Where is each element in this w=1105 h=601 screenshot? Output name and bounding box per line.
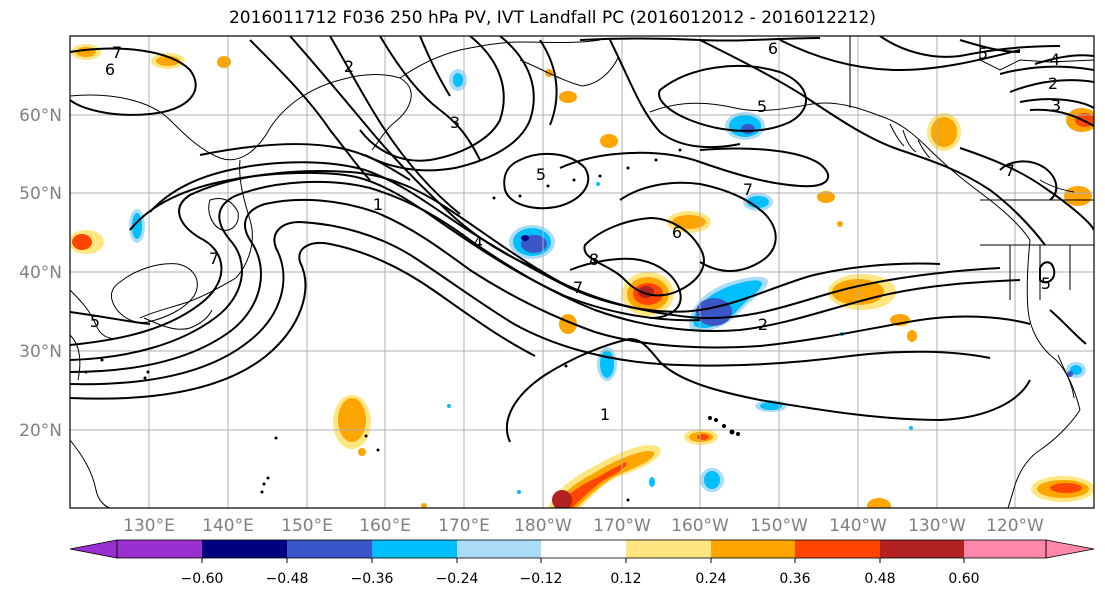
colorbar-tick-label: −0.24 — [436, 571, 479, 587]
contour-label: 6 — [768, 39, 778, 58]
contour-label: 7 — [112, 43, 122, 62]
lon-label: 180°W — [514, 516, 572, 536]
colorbar-segment — [202, 540, 287, 558]
colorbar-tick-label: 0.48 — [864, 571, 895, 587]
contour-label: 5 — [90, 312, 100, 331]
colorbar-segment — [880, 540, 964, 558]
colorbar-segment — [795, 540, 880, 558]
contour-label: 2 — [1048, 74, 1058, 93]
lon-label: 150°W — [750, 516, 808, 536]
latitude-labels: 60°N 50°N 40°N 30°N 20°N — [19, 106, 62, 441]
colorbar-tick-label: 0.24 — [695, 571, 726, 587]
contour-label: 5 — [1041, 274, 1051, 293]
contour-label: 7 — [573, 278, 583, 297]
colorbar-extend-max — [1045, 539, 1095, 559]
contour-label: 7 — [209, 249, 219, 268]
contour-label: 3 — [1051, 96, 1061, 115]
colorbar-extend-min — [69, 539, 118, 559]
colorbar-tick-label: 0.12 — [610, 571, 641, 587]
colorbar-tick-label: −0.12 — [520, 571, 563, 587]
colorbar-segment — [372, 540, 457, 558]
colorbar-segment — [117, 540, 202, 558]
colorbar: −0.60 −0.48 −0.36 −0.24 −0.12 0.12 0.24 … — [69, 539, 1095, 587]
contour-labels: 7 6 2 3 1 5 7 4 5 7 6 8 7 2 1 6 5 2 3 5 — [90, 39, 1061, 424]
contour-label: 8 — [589, 250, 599, 269]
map-panel: 7 6 2 3 1 5 7 4 5 7 6 8 7 2 1 6 5 2 3 5 — [69, 35, 1095, 509]
pv-contours — [70, 36, 1094, 443]
map-title: 2016011712 F036 250 hPa PV, IVT Landfall… — [228, 8, 876, 28]
contour-label: 4 — [473, 233, 483, 252]
contour-label: 6 — [672, 223, 682, 242]
contour-label: 7 — [743, 180, 753, 199]
pv-shading — [70, 44, 1094, 508]
lon-label: 160°W — [671, 516, 729, 536]
colorbar-segment — [457, 540, 541, 558]
lon-label: 130°W — [908, 516, 966, 536]
contour-label: 5 — [536, 165, 546, 184]
lon-label: 130°E — [123, 516, 175, 536]
colorbar-segment — [541, 540, 626, 558]
lat-label: 40°N — [19, 263, 62, 283]
lon-label: 120°W — [986, 516, 1044, 536]
lat-label: 20°N — [19, 421, 62, 441]
contour-label: 4 — [1050, 50, 1060, 69]
contour-label: 2 — [758, 315, 768, 334]
islands — [84, 148, 740, 502]
colorbar-tick-label: 0.60 — [948, 571, 979, 587]
colorbar-tick-label: −0.36 — [351, 571, 394, 587]
lon-label: 140°E — [202, 516, 254, 536]
colorbar-segment — [964, 540, 1046, 558]
contour-label: 1 — [373, 195, 383, 214]
colorbar-tick-label: −0.48 — [266, 571, 309, 587]
lat-label: 60°N — [19, 106, 62, 126]
lat-label: 50°N — [19, 184, 62, 204]
contour-label: 6 — [105, 60, 115, 79]
contour-label: 1 — [600, 405, 610, 424]
longitude-labels: 130°E 140°E 150°E 160°E 170°E 180°W 170°… — [123, 516, 1044, 536]
colorbar-segment — [711, 540, 795, 558]
lat-label: 30°N — [19, 342, 62, 362]
lon-label: 170°W — [593, 516, 651, 536]
contour-label: 5 — [978, 44, 988, 63]
colorbar-segment — [626, 540, 711, 558]
contour-label: 7 — [1005, 161, 1015, 180]
colorbar-tick-label: −0.60 — [181, 571, 224, 587]
contour-label: 3 — [450, 113, 460, 132]
lon-label: 160°E — [359, 516, 411, 536]
lon-label: 170°E — [438, 516, 490, 536]
colorbar-tick-label: 0.36 — [779, 571, 810, 587]
lon-label: 150°E — [281, 516, 333, 536]
contour-label: 2 — [344, 57, 354, 76]
lon-label: 140°W — [829, 516, 887, 536]
contour-label: 5 — [757, 97, 767, 116]
colorbar-segment — [287, 540, 372, 558]
